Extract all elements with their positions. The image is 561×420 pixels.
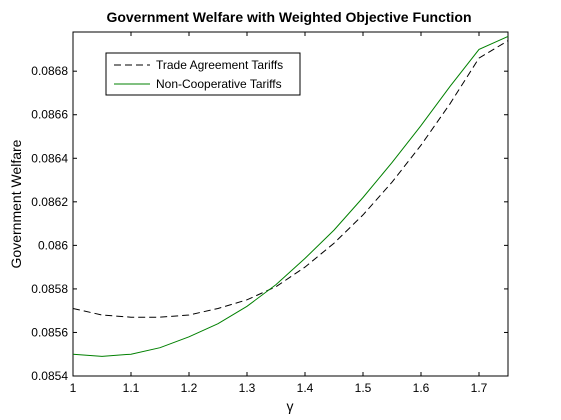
x-tick-label: 1.4: [297, 381, 314, 395]
y-tick-label: 0.0856: [31, 325, 68, 339]
legend-label-non-cooperative: Non-Cooperative Tariffs: [156, 77, 282, 91]
x-tick-label: 1.5: [355, 381, 372, 395]
y-tick-label: 0.086: [38, 238, 68, 252]
y-tick-label: 0.0854: [31, 369, 68, 383]
x-tick-label: 1: [70, 381, 77, 395]
chart-title: Government Welfare with Weighted Objecti…: [106, 9, 471, 25]
x-tick-label: 1.1: [123, 381, 140, 395]
y-tick-label: 0.0858: [31, 282, 68, 296]
legend-box: [105, 52, 301, 96]
legend-label-trade-agreement: Trade Agreement Tariffs: [156, 58, 283, 72]
y-axis-ticks: 0.0854 0.0856 0.0858 0.086 0.0862 0.0864 0.086…: [31, 64, 508, 383]
y-axis-label: Government Welfare: [8, 139, 24, 268]
series-lines: [72, 35, 509, 357]
legend: Trade Agreement Tariffs Non-Cooperative …: [105, 52, 301, 96]
y-tick-label: 0.0868: [31, 64, 68, 78]
x-tick-label: 1.3: [239, 381, 256, 395]
series-line-0: [72, 40, 509, 318]
x-tick-label: 1.2: [181, 381, 198, 395]
y-tick-label: 0.0862: [31, 195, 68, 209]
x-tick-label: 1.7: [471, 381, 488, 395]
x-tick-label: 1.6: [413, 381, 430, 395]
x-axis-label: γ: [287, 398, 294, 414]
series-line-1: [72, 35, 509, 357]
x-axis-ticks: 1 1.1 1.2 1.3 1.4 1.5 1.6 1.7: [70, 32, 488, 395]
y-tick-label: 0.0864: [31, 151, 68, 165]
y-tick-label: 0.0866: [31, 108, 68, 122]
